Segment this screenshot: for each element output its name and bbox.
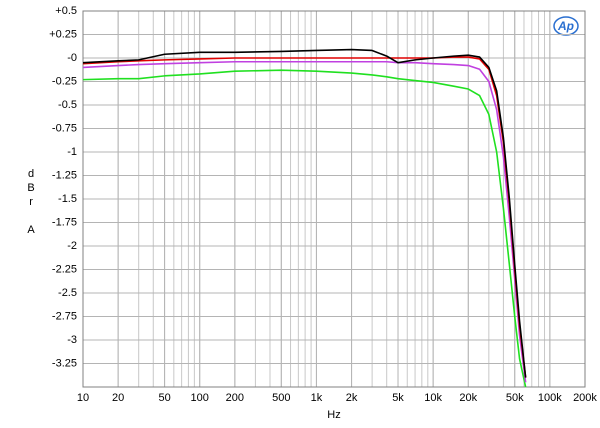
x-tick-label: 50k xyxy=(506,392,524,404)
y-tick-label: -0.5 xyxy=(58,99,77,111)
y-tick-label: -0.75 xyxy=(52,122,77,134)
x-tick-label: 1k xyxy=(311,392,323,404)
x-tick-label: 50 xyxy=(158,392,170,404)
y-tick-label: +0.25 xyxy=(49,28,77,40)
plot-area xyxy=(83,48,527,387)
x-tick-label: 500 xyxy=(272,392,290,404)
x-tick-label: 20 xyxy=(112,392,124,404)
x-tick-label: 5k xyxy=(392,392,404,404)
series-line xyxy=(83,60,527,383)
x-tick-label: 100 xyxy=(191,392,209,404)
y-tick-label: -0 xyxy=(67,52,77,64)
x-tick-label: 10 xyxy=(77,392,89,404)
y-tick-label: -0.25 xyxy=(52,75,77,87)
x-tick-label: 2k xyxy=(346,392,358,404)
x-tick-label: 200 xyxy=(226,392,244,404)
y-tick-label: -3 xyxy=(67,334,77,346)
x-tick-label: 10k xyxy=(424,392,442,404)
logo-text: Ap xyxy=(557,19,574,33)
y-tick-label: -1.25 xyxy=(52,169,77,181)
plot-frame xyxy=(82,10,586,388)
y-tick-label: -3.25 xyxy=(52,357,77,369)
y-tick-label: -1.75 xyxy=(52,216,77,228)
y-tick-label: -1.5 xyxy=(58,193,77,205)
x-tick-label: 200k xyxy=(573,392,597,404)
y-tick-label: -2.5 xyxy=(58,287,77,299)
y-tick-label: -2 xyxy=(67,240,77,252)
y-axis-label: dBr A xyxy=(25,168,37,238)
series-line xyxy=(83,48,527,378)
y-tick-label: -2.75 xyxy=(52,310,77,322)
y-tick-label: +0.5 xyxy=(55,5,77,17)
series-line xyxy=(83,69,527,387)
y-tick-label: -1 xyxy=(67,146,77,158)
x-tick-label: 20k xyxy=(459,392,477,404)
x-axis-label: Hz xyxy=(327,409,340,421)
x-tick-label: 100k xyxy=(538,392,562,404)
y-tick-label: -2.25 xyxy=(52,263,77,275)
